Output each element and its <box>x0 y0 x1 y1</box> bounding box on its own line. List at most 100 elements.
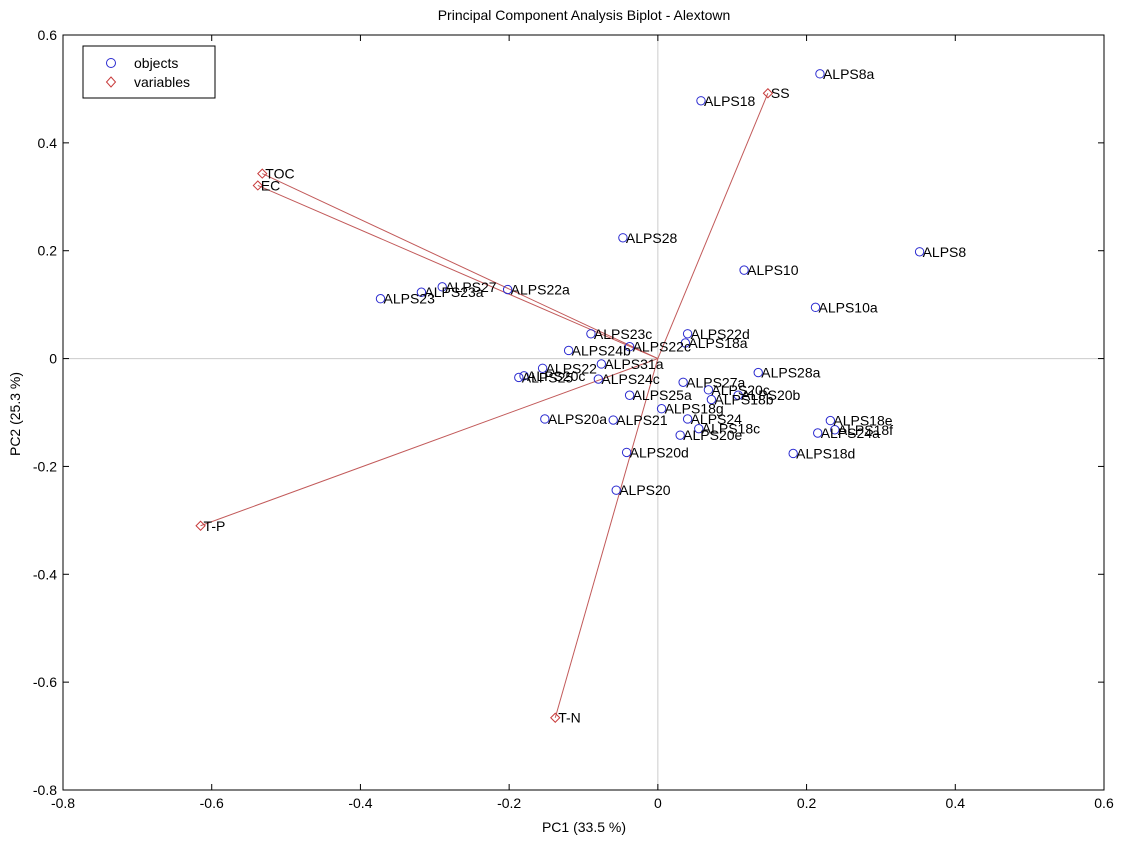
object-point <box>514 372 524 383</box>
object-point <box>502 284 513 295</box>
x-tick-label: -0.2 <box>497 795 521 811</box>
object-label: ALPS24b <box>572 342 631 358</box>
x-axis-label: PC1 (33.5 %) <box>542 819 626 835</box>
object-point <box>624 342 635 352</box>
variable-point <box>550 712 561 723</box>
object-point <box>694 423 704 434</box>
object-point <box>519 371 529 381</box>
object-label: ALPS21 <box>616 412 668 428</box>
x-tick-label: 0.4 <box>946 795 966 811</box>
object-point <box>813 428 823 438</box>
chart-title: Principal Component Analysis Biplot - Al… <box>438 7 731 23</box>
y-tick-label: 0.6 <box>38 27 58 43</box>
object-point <box>540 414 550 424</box>
object-label: ALPS28 <box>626 230 678 246</box>
object-point <box>696 96 706 106</box>
object-label: ALPS18e <box>833 413 892 429</box>
object-label: ALPS24c <box>601 371 659 387</box>
legend-box <box>82 45 216 99</box>
x-tick-label: 0.6 <box>1094 795 1114 811</box>
y-tick-label: -0.2 <box>33 458 57 474</box>
object-point <box>563 345 574 356</box>
variable-label: T-P <box>204 518 226 534</box>
object-point <box>788 448 798 459</box>
object-label: ALPS8a <box>823 66 875 82</box>
object-label: ALPS23a <box>424 284 483 300</box>
legend-label-variables: variables <box>134 74 190 90</box>
object-label: ALPS31a <box>604 356 663 372</box>
object-label: ALPS27a <box>686 374 745 390</box>
object-point <box>680 338 691 348</box>
object-point <box>682 414 693 424</box>
object-point <box>825 415 836 426</box>
object-point <box>624 390 635 400</box>
object-point <box>682 329 693 339</box>
object-label: ALPS20d <box>630 444 689 460</box>
object-point <box>656 404 667 414</box>
legend-label-objects: objects <box>134 55 178 71</box>
variable-point <box>257 168 268 179</box>
object-label: ALPS24a <box>821 425 880 441</box>
object-point <box>815 69 825 79</box>
object-point <box>608 415 618 425</box>
object-label: ALPS18c <box>702 421 760 437</box>
object-label: ALPS18a <box>688 335 747 351</box>
object-label: ALPS18d <box>796 445 855 461</box>
y-tick-label: -0.6 <box>33 674 57 690</box>
object-point <box>375 294 386 304</box>
object-label: ALPS23 <box>384 291 436 307</box>
object-label: ALPS10a <box>818 299 877 315</box>
y-tick-label: 0.4 <box>38 135 58 151</box>
object-point <box>537 363 548 373</box>
x-tick-label: 0 <box>654 795 662 811</box>
variable-point <box>195 520 206 531</box>
object-label: ALPS25a <box>633 387 692 403</box>
object-point <box>739 265 749 275</box>
object-point <box>753 367 763 378</box>
variable-vector <box>657 93 769 359</box>
variable-label: T-N <box>558 710 581 726</box>
object-label: ALPS27 <box>445 279 497 295</box>
object-point <box>675 430 685 440</box>
object-point <box>678 377 688 387</box>
object-point <box>611 485 621 495</box>
y-tick-label: 0 <box>49 351 57 367</box>
object-label: ALPS22c <box>633 339 691 355</box>
object-label: ALPS20a <box>548 411 607 427</box>
object-label: ALPS25 <box>522 369 574 385</box>
y-axis-label: PC2 (25.3 %) <box>7 372 23 456</box>
object-point <box>416 287 427 297</box>
object-label: ALPS20e <box>683 427 742 443</box>
object-point <box>810 302 821 313</box>
legend: objects variables <box>82 45 216 99</box>
object-label: ALPS18b <box>714 392 773 408</box>
object-label: ALPS22d <box>691 326 750 342</box>
plot-area: ALPS8a ALPS18 ALPS28 ALPS8 ALPS10 ALPS22a ALPS… <box>33 27 1114 811</box>
variable-label: SS <box>771 85 790 101</box>
object-label: ALPS24 <box>691 411 743 427</box>
object-point <box>437 282 447 292</box>
object-point <box>733 390 743 400</box>
object-label: ALPS28a <box>761 365 820 381</box>
object-label: ALPS20 <box>619 482 671 498</box>
object-label: ALPS20c <box>527 368 585 384</box>
object-point <box>593 374 604 384</box>
object-point <box>618 233 628 243</box>
x-tick-label: -0.4 <box>348 795 372 811</box>
x-tick-label: 0.2 <box>797 795 817 811</box>
legend-diamond-marker <box>105 76 117 88</box>
x-tick-label: -0.8 <box>51 795 75 811</box>
object-label: ALPS20c <box>711 382 769 398</box>
variable-vector <box>200 358 659 527</box>
y-tick-label: -0.8 <box>33 782 57 798</box>
object-point <box>586 329 596 339</box>
y-tick-label: -0.4 <box>33 566 57 582</box>
variable-point <box>252 180 264 191</box>
object-label: ALPS22a <box>511 282 570 298</box>
object-label: ALPS18f <box>838 422 893 438</box>
x-tick-label: -0.6 <box>200 795 224 811</box>
plot-frame <box>62 34 1105 791</box>
object-point <box>830 425 840 435</box>
object-point <box>703 385 714 395</box>
